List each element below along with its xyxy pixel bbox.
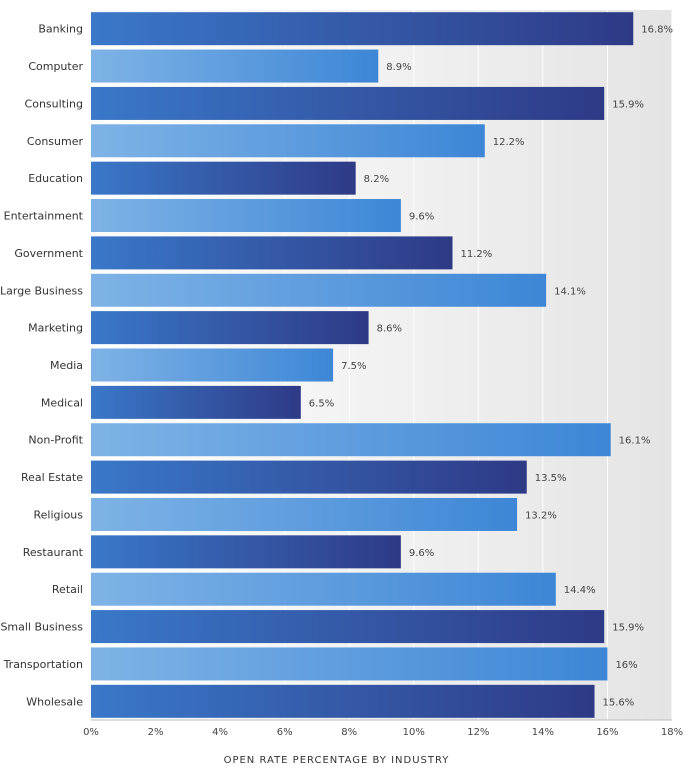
bar xyxy=(91,647,608,681)
x-tick-labels: 0% 2% 4% 6% 8% 10% 12% 14% 16% 18% xyxy=(83,727,683,738)
value-label: 15.6% xyxy=(603,697,635,708)
bar xyxy=(91,12,634,46)
category-label: Banking xyxy=(38,23,83,36)
category-label: Education xyxy=(28,172,83,185)
bar xyxy=(91,535,401,569)
value-label: 6.5% xyxy=(309,398,334,409)
value-labels: 16.8% 8.9% 15.9% 12.2% 8.2% 9.6% 11.2% 14.1% 8.6… xyxy=(309,25,673,709)
category-label: Retail xyxy=(52,583,83,596)
category-label: Non-Profit xyxy=(28,434,83,447)
x-tick-label: 2% xyxy=(148,727,164,738)
category-label: Religious xyxy=(34,508,84,521)
category-label: Transportation xyxy=(3,658,83,671)
bar xyxy=(91,311,369,345)
value-label: 13.2% xyxy=(525,510,557,521)
value-label: 15.9% xyxy=(612,99,644,110)
x-tick-label: 8% xyxy=(341,727,357,738)
value-label: 13.5% xyxy=(535,473,567,484)
bars xyxy=(91,12,634,718)
bar xyxy=(91,460,527,494)
value-label: 16% xyxy=(615,660,637,671)
value-label: 15.9% xyxy=(612,623,644,634)
bar xyxy=(91,273,547,307)
category-label: Government xyxy=(14,247,83,260)
bar xyxy=(91,610,605,644)
bar xyxy=(91,423,611,457)
value-label: 9.6% xyxy=(409,548,434,559)
bar xyxy=(91,497,518,531)
category-label: Consumer xyxy=(27,135,84,148)
value-label: 8.2% xyxy=(364,174,389,185)
bar xyxy=(91,684,595,718)
x-axis-title: OPEN RATE PERCENTAGE BY INDUSTRY xyxy=(224,755,450,766)
bar xyxy=(91,572,556,606)
bar xyxy=(91,49,379,83)
value-label: 8.6% xyxy=(377,324,402,335)
category-label: Marketing xyxy=(28,322,83,335)
value-label: 16.1% xyxy=(619,436,651,447)
value-label: 7.5% xyxy=(341,361,366,372)
x-tick-label: 6% xyxy=(277,727,293,738)
x-tick-label: 12% xyxy=(467,727,489,738)
value-label: 8.9% xyxy=(386,62,411,73)
x-tick-label: 10% xyxy=(403,727,425,738)
bar xyxy=(91,86,605,120)
category-label: Computer xyxy=(28,60,83,73)
x-tick-label: 0% xyxy=(83,727,99,738)
bar xyxy=(91,348,334,382)
bar xyxy=(91,199,401,233)
x-tick-label: 4% xyxy=(212,727,228,738)
category-label: Entertainment xyxy=(4,210,84,223)
bar xyxy=(91,385,301,419)
category-label: Real Estate xyxy=(21,471,83,484)
value-label: 12.2% xyxy=(493,137,525,148)
value-label: 14.1% xyxy=(554,286,586,297)
category-label: Media xyxy=(50,359,83,372)
bar xyxy=(91,236,453,270)
x-tick-label: 16% xyxy=(596,727,618,738)
bar xyxy=(91,124,485,158)
value-label: 9.6% xyxy=(409,212,434,223)
value-label: 16.8% xyxy=(641,25,673,36)
category-label: Small Business xyxy=(0,621,83,634)
category-label: Consulting xyxy=(25,97,83,110)
category-label: Medical xyxy=(41,396,83,409)
category-label: Wholesale xyxy=(26,695,83,708)
value-label: 14.4% xyxy=(564,585,596,596)
x-tick-label: 14% xyxy=(532,727,554,738)
value-label: 11.2% xyxy=(461,249,493,260)
category-label: Restaurant xyxy=(23,546,84,559)
bar xyxy=(91,161,356,195)
x-tick-label: 18% xyxy=(661,727,683,738)
category-label: Large Business xyxy=(0,284,83,297)
category-labels: Banking Computer Consulting Consumer Educati… xyxy=(0,23,84,709)
